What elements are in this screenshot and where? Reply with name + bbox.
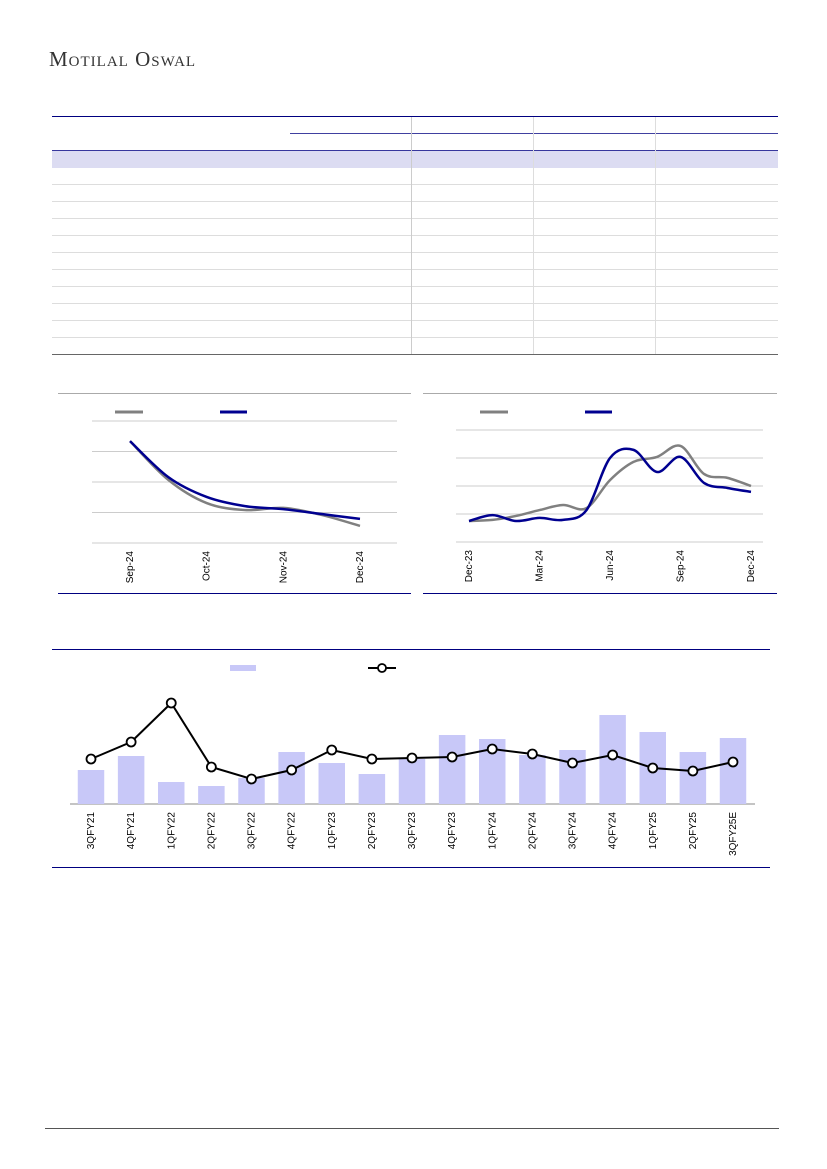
x-tick-label: Nov-24 (278, 551, 289, 584)
x-tick-label: 4QFY22 (287, 812, 298, 850)
x-tick-label: 4QFY21 (126, 812, 137, 850)
line (129, 440, 361, 521)
table (52, 116, 778, 355)
marker (607, 749, 619, 761)
line (129, 440, 361, 528)
marker (647, 762, 659, 774)
line (468, 447, 752, 523)
x-tick-label: Jun-24 (605, 550, 616, 581)
bar (117, 756, 145, 804)
x-tick-label: 1QFY23 (327, 812, 338, 850)
marker (727, 756, 739, 768)
x-tick-label: 4QFY24 (608, 812, 619, 850)
bar (519, 755, 546, 804)
bar (198, 786, 225, 804)
bar (158, 782, 185, 804)
x-tick-label: 2QFY24 (527, 812, 538, 850)
marker (85, 753, 97, 765)
marker (246, 773, 257, 785)
x-tick-label: Dec-23 (464, 550, 475, 583)
x-tick-label: Dec-24 (355, 551, 366, 584)
marker (366, 753, 378, 765)
bar (278, 752, 305, 804)
x-tick-label: 2QFY22 (206, 812, 217, 850)
rows (52, 184, 778, 338)
x-tick-label: Sep-24 (125, 551, 136, 584)
x-tick-label: Oct-24 (202, 551, 213, 581)
x-tick-label: 1QFY25 (648, 812, 659, 850)
x-tick-label: Mar-24 (535, 550, 546, 582)
marker (125, 736, 137, 748)
x-tick-label: 3QFY23 (407, 812, 418, 850)
marker (526, 748, 538, 760)
bar (398, 759, 426, 804)
bar (318, 763, 345, 804)
x-tick-label: 1QFY24 (487, 812, 498, 850)
marker (326, 744, 338, 756)
bar (358, 774, 386, 804)
x-tick-label: 2QFY23 (367, 812, 378, 850)
x-tick-label: 2QFY25 (688, 812, 699, 850)
bar (438, 735, 466, 804)
x-tick-label: 3QFY22 (247, 812, 258, 850)
bar (719, 738, 747, 804)
x-tick-label: 3QFY24 (568, 812, 579, 850)
bar (77, 770, 105, 804)
marker (165, 697, 177, 709)
marker (205, 761, 217, 773)
x-tick-label: Dec-24 (746, 550, 757, 583)
line (468, 444, 752, 523)
marker (286, 764, 298, 776)
logo: Motilal Oswal (49, 47, 196, 71)
header-band (52, 150, 778, 168)
marker (687, 765, 699, 777)
marker (486, 743, 498, 755)
bar (679, 752, 707, 804)
x-tick-label: 1QFY22 (166, 812, 177, 850)
legend-swatch (230, 665, 256, 671)
marker (446, 751, 458, 763)
marker (567, 757, 578, 769)
x-tick-label: 3QFY25E (728, 812, 739, 856)
marker (406, 752, 418, 764)
x-tick-label: 4QFY23 (447, 812, 458, 850)
x-tick-label: 3QFY21 (86, 812, 97, 850)
x-tick-label: Sep-24 (676, 550, 687, 583)
legend-marker (377, 663, 387, 673)
